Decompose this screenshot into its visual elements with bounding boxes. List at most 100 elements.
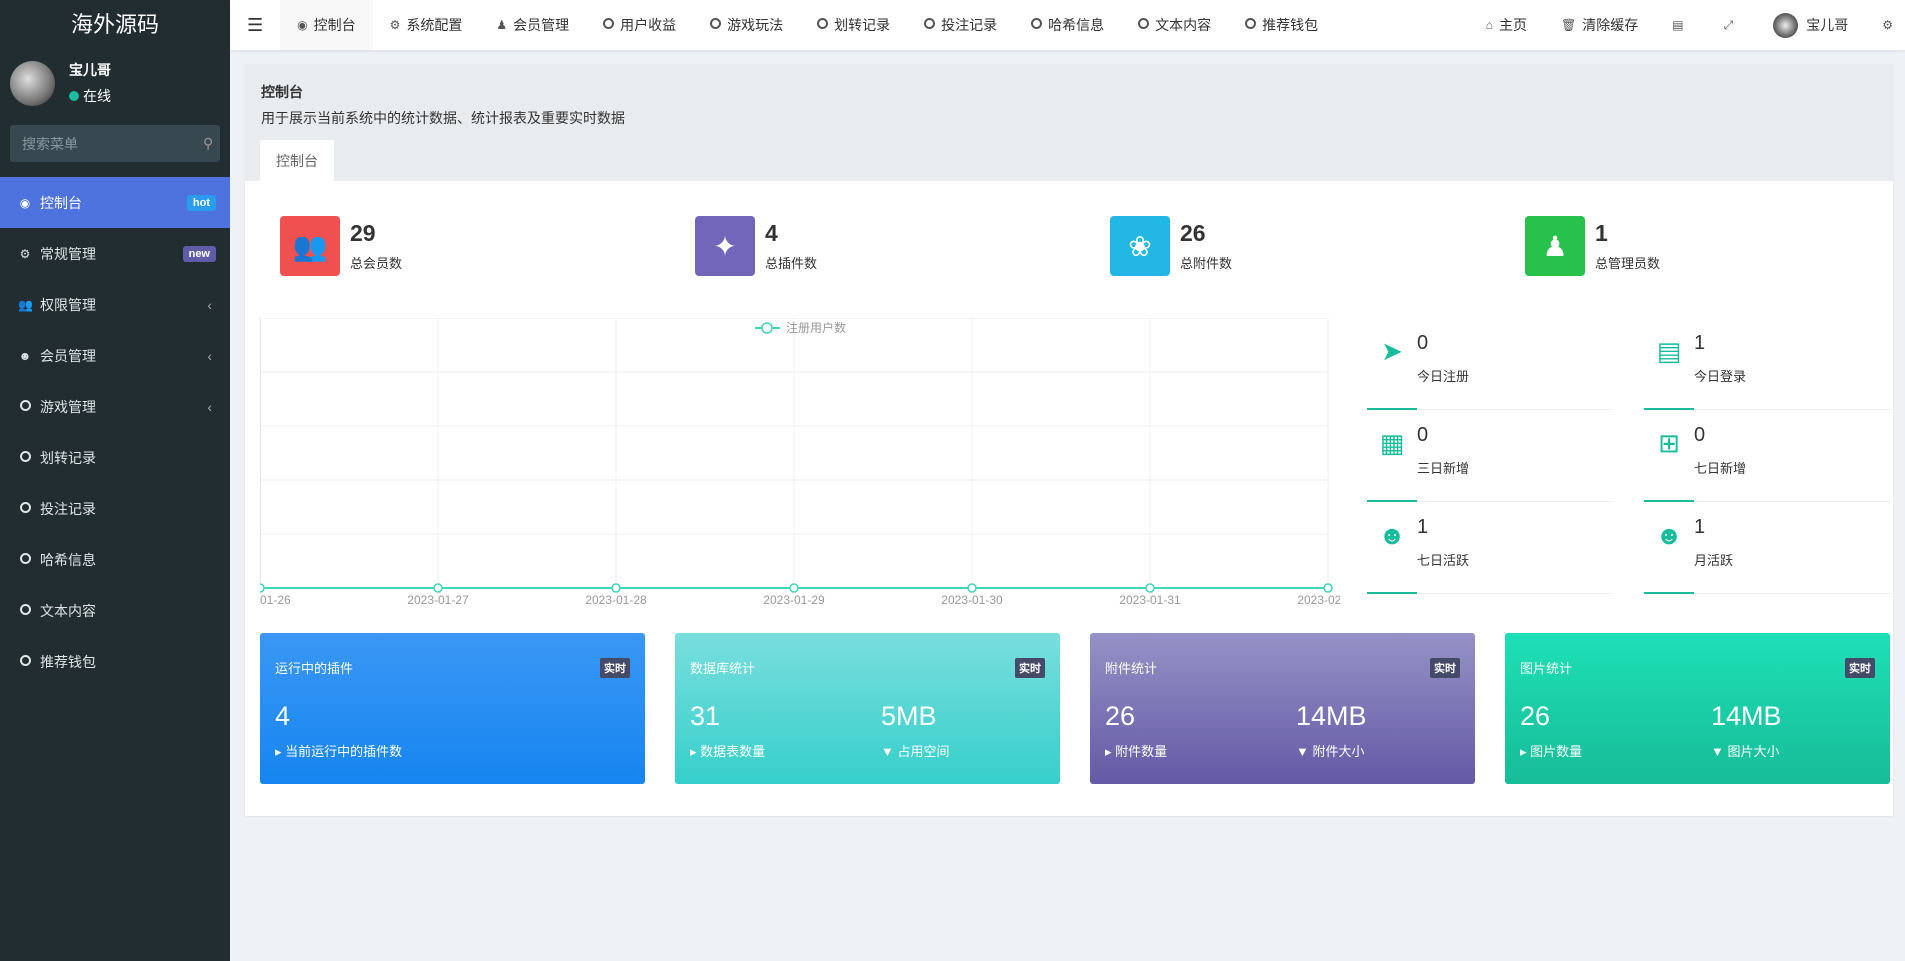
- sidebar-item[interactable]: 投注记录: [0, 483, 230, 534]
- user-circle-icon: ☻: [1655, 520, 1683, 550]
- card-label-text: 图片数量: [1530, 744, 1583, 759]
- mini-stat-label: 今日注册: [1417, 369, 1470, 384]
- card-title: 运行中的插件: [275, 661, 354, 676]
- nav-tab[interactable]: 划转记录: [800, 0, 907, 50]
- translate-icon: ▤: [1672, 18, 1684, 32]
- home-label: 主页: [1499, 17, 1528, 33]
- data-point: [611, 583, 621, 593]
- clear-cache-button[interactable]: 🗑 清除缓存: [1544, 0, 1655, 50]
- nav-tab-label: 控制台: [313, 17, 356, 33]
- sidebar-item[interactable]: ⚙ 常规管理 new: [0, 228, 230, 279]
- circle-icon: [18, 399, 32, 414]
- card-label-text: 数据表数量: [700, 744, 766, 759]
- calendar-plus-icon: ⊞: [1658, 428, 1680, 458]
- data-point: [433, 583, 443, 593]
- nav-tab[interactable]: ♟ 会员管理: [479, 0, 586, 50]
- sidebar-item[interactable]: ☻ 会员管理 ‹: [0, 330, 230, 381]
- data-point: [1145, 583, 1155, 593]
- user-name: 宝儿哥: [69, 62, 111, 78]
- leaf-icon: ❀: [1110, 216, 1170, 276]
- card-label-2: ▼ 占用空间: [881, 744, 950, 759]
- realtime-badge: 实时: [1845, 658, 1875, 678]
- sidebar-item[interactable]: 文本内容: [0, 585, 230, 636]
- nav-tab[interactable]: ⚙ 系统配置: [373, 0, 480, 50]
- circle-icon: [817, 18, 829, 32]
- sidebar-menu: ◉ 控制台 hot ⚙ 常规管理 new 👥 权限管理 ‹ ☻ 会员管理 ‹ 游戏管理 ‹ 划转记录 投注记录…: [0, 177, 230, 687]
- card-label-2-text: 占用空间: [897, 744, 950, 759]
- avatar: [10, 60, 55, 106]
- fullscreen-button[interactable]: ⤢: [1707, 0, 1757, 50]
- mini-stat-value: 0: [1417, 424, 1429, 446]
- sidebar-item[interactable]: ◉ 控制台 hot: [0, 177, 230, 228]
- page-description: 用于展示当前系统中的统计数据、统计报表及重要实时数据: [261, 110, 625, 126]
- circle-icon: [18, 654, 32, 669]
- user-avatar: [1773, 12, 1799, 38]
- card-label-2-text: 附件大小: [1312, 744, 1365, 759]
- mini-stat-label: 月活跃: [1694, 553, 1734, 568]
- info-card: 图片统计 实时 26 ▸ 图片数量 14MB ▼ 图片大小: [1505, 633, 1890, 784]
- nav-tabs: ◉ 控制台 ⚙ 系统配置 ♟ 会员管理 用户收益 游戏玩法 划转记录 投注记录 哈希信息 文本内容 推荐…: [280, 0, 1335, 50]
- online-dot-icon: [69, 91, 79, 101]
- nav-tab[interactable]: 用户收益: [586, 0, 693, 50]
- language-button[interactable]: ▤: [1655, 0, 1706, 50]
- nav-tab-label: 划转记录: [834, 17, 891, 33]
- top-navbar: ☰ ◉ 控制台 ⚙ 系统配置 ♟ 会员管理 用户收益 游戏玩法 划转记录 投注记录 哈希信息 文本内容…: [230, 0, 1905, 50]
- circle-icon: [18, 450, 32, 465]
- mini-stat-value: 0: [1694, 424, 1706, 446]
- stat-value: 1: [1595, 220, 1608, 246]
- mini-stat-label: 今日登录: [1694, 369, 1747, 384]
- mini-stat: ⊞ 0 七日新增: [1644, 410, 1890, 502]
- sidebar-item[interactable]: 哈希信息: [0, 534, 230, 585]
- nav-tab[interactable]: 投注记录: [907, 0, 1014, 50]
- mini-stat-value: 1: [1417, 516, 1429, 538]
- card-value: 26: [1105, 701, 1136, 731]
- menu-badge: hot: [186, 194, 216, 211]
- realtime-badge: 实时: [1430, 658, 1460, 678]
- circle-icon: [924, 18, 936, 32]
- circle-icon: [18, 501, 32, 516]
- sidebar-item[interactable]: 划转记录: [0, 432, 230, 483]
- card-value-2: 14MB: [1296, 701, 1367, 731]
- realtime-badge: 实时: [1015, 658, 1045, 678]
- nav-tab-label: 游戏玩法: [727, 17, 784, 33]
- mini-stat-value: 1: [1694, 332, 1706, 354]
- card-value: 4: [275, 701, 291, 731]
- menu-toggle-button[interactable]: ☰: [247, 14, 264, 35]
- cogs-icon: ⚙: [19, 246, 31, 261]
- card-label-2-text: 图片大小: [1727, 744, 1780, 759]
- card-label: ▸ 附件数量: [1105, 744, 1168, 759]
- nav-tab[interactable]: 游戏玩法: [693, 0, 800, 50]
- stat-label: 总插件数: [765, 256, 818, 271]
- nav-tab[interactable]: ◉ 控制台: [280, 0, 373, 50]
- dashboard-icon: ◉: [19, 195, 31, 210]
- mini-stat-label: 三日新增: [1417, 461, 1470, 476]
- status-text: 在线: [83, 88, 111, 104]
- nav-tab[interactable]: 哈希信息: [1014, 0, 1121, 50]
- nav-tab-label: 哈希信息: [1048, 17, 1105, 33]
- data-point: [967, 583, 977, 593]
- circle-icon: [710, 18, 722, 32]
- circle-icon: [1138, 18, 1150, 32]
- realtime-badge: 实时: [600, 658, 630, 678]
- nav-tab[interactable]: 推荐钱包: [1228, 0, 1335, 50]
- nav-tab[interactable]: 文本内容: [1121, 0, 1228, 50]
- stat-label: 总附件数: [1180, 256, 1233, 271]
- card-title: 附件统计: [1105, 661, 1158, 676]
- search-icon[interactable]: ⚲: [203, 135, 214, 151]
- user-menu[interactable]: 宝儿哥: [1756, 0, 1865, 50]
- sidebar: 海外源码 宝儿哥 在线 ⚲ ◉ 控制台 hot ⚙ 常规管理 new 👥 权限管理 ‹ ☻ 会员管理…: [0, 0, 230, 961]
- logo[interactable]: 海外源码: [0, 0, 230, 50]
- users-icon: 👥: [280, 216, 340, 276]
- settings-button[interactable]: ⚙: [1865, 0, 1905, 50]
- info-card: 运行中的插件 实时 4 ▸ 当前运行中的插件数: [260, 633, 645, 784]
- search-input[interactable]: [22, 135, 203, 152]
- sidebar-item-label: 文本内容: [40, 602, 96, 619]
- sidebar-item-label: 推荐钱包: [40, 653, 96, 670]
- stat-box: ✦ 4 总插件数: [695, 216, 817, 276]
- tab-dashboard[interactable]: 控制台: [260, 140, 334, 181]
- sidebar-item[interactable]: 👥 权限管理 ‹: [0, 279, 230, 330]
- sidebar-item[interactable]: 游戏管理 ‹: [0, 381, 230, 432]
- home-link[interactable]: ⌂ 主页: [1469, 0, 1544, 50]
- sidebar-item[interactable]: 推荐钱包: [0, 636, 230, 687]
- card-label: ▸ 数据表数量: [690, 744, 766, 759]
